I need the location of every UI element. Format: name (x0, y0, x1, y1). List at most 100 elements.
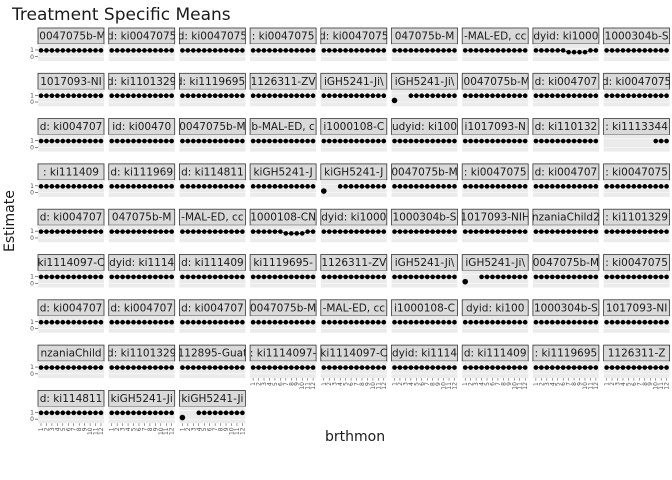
data-point (517, 274, 523, 280)
facet-plot-area (250, 270, 317, 288)
data-point (250, 184, 256, 189)
facet-strip-label: d: ki114811 (40, 393, 103, 405)
data-point (620, 48, 626, 53)
facet-plot-area (391, 270, 458, 288)
data-point (637, 365, 642, 370)
facet-panel: : ki1114097- (249, 344, 317, 379)
data-point (321, 319, 327, 325)
data-point (593, 365, 599, 370)
data-point (620, 319, 626, 325)
data-point (397, 229, 403, 234)
data-point (577, 229, 582, 234)
facet-plot-area (250, 361, 317, 379)
facet-plot-area (462, 44, 529, 61)
data-point (109, 93, 114, 99)
facet-panel: 1000304b-S (532, 299, 600, 333)
facet-panel: dyid: ki1000 (532, 27, 600, 61)
data-point (185, 48, 191, 53)
x-tick-label: 8 (147, 427, 154, 431)
data-point (87, 48, 93, 53)
data-point (348, 48, 354, 53)
data-point (397, 48, 403, 53)
facet-panel: d: ki004707 (108, 299, 176, 333)
data-point (267, 93, 272, 99)
data-point (332, 138, 338, 144)
data-point (392, 365, 397, 370)
data-point (533, 48, 539, 53)
facet-panel: ki1114097-C 01 (30, 254, 105, 288)
data-point (212, 229, 218, 234)
data-point (76, 274, 82, 280)
data-point (343, 365, 348, 370)
data-point (571, 49, 577, 55)
data-point (169, 274, 174, 280)
data-point (462, 319, 468, 325)
data-point (403, 138, 408, 144)
data-point (158, 93, 164, 99)
data-point (207, 93, 212, 99)
data-point (288, 184, 294, 189)
data-point (495, 93, 501, 99)
facet-plot-area (532, 270, 599, 288)
data-point (321, 93, 327, 99)
data-point (147, 229, 153, 234)
data-point (114, 48, 120, 53)
x-tick-label: 3 (261, 382, 268, 386)
data-point (44, 365, 49, 370)
data-point (414, 138, 419, 144)
facet-strip-label: dyid: ki1114 (392, 348, 457, 360)
data-point (370, 138, 376, 144)
data-point (571, 184, 577, 189)
data-point (479, 184, 484, 189)
data-point (501, 48, 506, 53)
data-point (310, 319, 316, 325)
data-point (299, 93, 305, 99)
facet-plot-area (38, 270, 104, 288)
facet-plot-area (391, 225, 458, 243)
data-point (60, 365, 66, 370)
data-point (76, 319, 82, 325)
data-point (207, 229, 212, 234)
facet-strip-label: d: ki004707 (40, 212, 103, 224)
facet-panel: i1000108-C (391, 299, 458, 333)
data-point (376, 365, 381, 370)
x-tick-label: 3 (332, 382, 339, 386)
data-point (337, 365, 343, 370)
data-point (501, 93, 506, 99)
data-point (430, 319, 435, 325)
data-point (566, 138, 571, 144)
data-point (326, 48, 332, 53)
data-point (60, 48, 66, 53)
data-point (354, 48, 359, 53)
data-point (153, 229, 158, 234)
data-point (305, 48, 310, 53)
data-point (65, 319, 71, 325)
data-point (473, 93, 479, 99)
data-point (664, 138, 669, 144)
data-point (196, 410, 202, 416)
facet-strip-label: -MAL-ED, cc (323, 302, 386, 314)
facet-strip-label: d: ki1101329 (107, 348, 176, 360)
facet-panel: 1126311-Z (603, 344, 670, 379)
data-point (180, 274, 185, 280)
y-tick-label: 0 (30, 99, 34, 106)
data-point (620, 184, 626, 189)
data-point (653, 93, 658, 99)
data-point (65, 410, 71, 416)
data-point (142, 138, 147, 144)
data-point (359, 274, 365, 280)
data-point (517, 365, 523, 370)
facet-strip-label: i0047075b-M (36, 31, 105, 43)
data-point (169, 365, 174, 370)
data-point (158, 184, 164, 189)
data-point (55, 48, 60, 53)
data-point (408, 229, 414, 234)
data-point (517, 229, 523, 234)
data-point (479, 274, 484, 280)
data-point (511, 229, 517, 234)
data-point (343, 229, 348, 234)
data-point (65, 138, 71, 144)
data-point (288, 274, 294, 280)
data-point (125, 319, 131, 325)
data-point (511, 319, 517, 325)
